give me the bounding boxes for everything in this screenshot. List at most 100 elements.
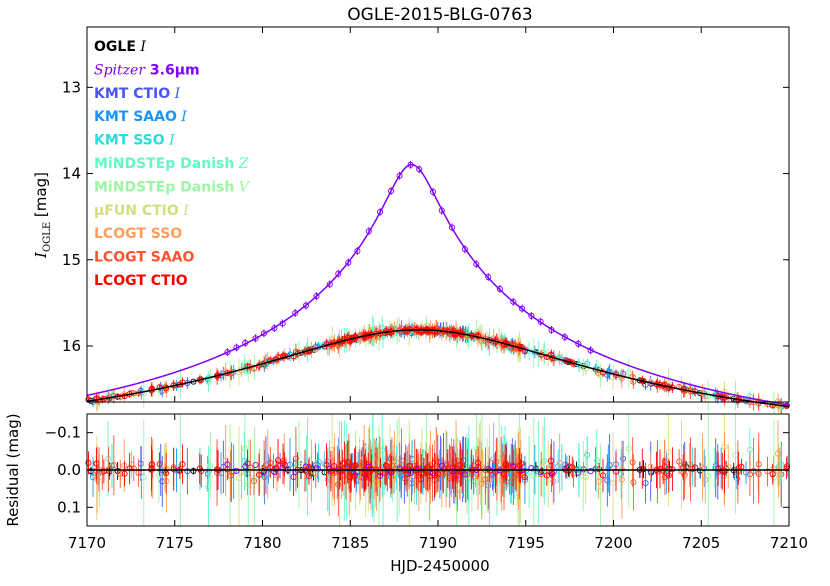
legend-entry-name: MiNDSTEp Danish — [94, 156, 234, 172]
residual-point — [207, 462, 214, 469]
spitzer-point — [519, 305, 526, 312]
light-curve-point — [244, 363, 251, 370]
residual-point — [556, 460, 563, 467]
spitzer-point — [354, 247, 361, 255]
residual-point — [606, 462, 613, 469]
x-tick-label: 7175 — [156, 534, 194, 552]
residual-point — [121, 470, 128, 477]
residual-point — [251, 475, 258, 482]
spitzer-point — [365, 228, 372, 235]
residual-point — [642, 480, 649, 487]
legend-entry-name: OGLE — [94, 39, 136, 55]
residual-point — [205, 483, 212, 490]
legend-entry: MiNDSTEp Danish Z — [94, 156, 249, 172]
spitzer-point — [430, 188, 437, 195]
residual-point — [140, 474, 147, 481]
light-curve-y-tick-label: 13 — [62, 78, 81, 96]
residual-point — [599, 472, 607, 479]
residual-point — [417, 476, 425, 483]
residual-point — [547, 457, 554, 464]
residual-point — [549, 470, 556, 477]
spitzer-point — [252, 335, 259, 342]
legend-entry-name: LCOGT CTIO — [94, 273, 188, 289]
x-tick-label: 7190 — [419, 534, 457, 552]
spitzer-point — [528, 312, 535, 319]
residual-point — [94, 476, 101, 483]
residual-point — [541, 457, 548, 465]
legend-entry: OGLE I — [94, 39, 146, 55]
residual-point — [110, 462, 117, 469]
residual-point — [444, 465, 451, 472]
x-tick-label: 7195 — [507, 534, 545, 552]
residual-point — [733, 475, 741, 482]
spitzer-residual-point — [313, 465, 320, 472]
residual-point — [665, 472, 672, 479]
residual-point — [323, 461, 330, 468]
residual-point — [382, 462, 390, 469]
legend-entry-band: I — [177, 109, 187, 125]
residual-point — [775, 468, 782, 475]
residual-point — [555, 463, 562, 470]
residual-point — [281, 461, 288, 468]
spitzer-residual-point — [354, 468, 361, 475]
spitzer-point — [485, 273, 492, 281]
legend-entry: μFUN CTIO I — [94, 203, 189, 219]
residual-point — [660, 467, 667, 474]
residual-point — [605, 465, 612, 472]
spitzer-point — [387, 187, 395, 194]
residual-point — [179, 461, 186, 468]
residual-point — [356, 461, 363, 468]
spitzer-residual-point — [233, 467, 240, 474]
residual-point — [612, 468, 620, 475]
light-curve-y-tick-label: 14 — [62, 165, 81, 183]
residual-point — [656, 465, 664, 473]
x-axis-label: HJD-2450000 — [390, 557, 489, 575]
residual-point — [518, 460, 525, 467]
light-curve-point — [205, 378, 212, 385]
residual-point — [331, 463, 338, 470]
residual-point — [227, 472, 234, 479]
residual-point — [715, 465, 722, 472]
residual-point — [335, 481, 342, 488]
spitzer-residual-point — [242, 463, 249, 470]
residual-point — [344, 458, 351, 466]
spitzer-residual-point — [302, 463, 309, 470]
ground-model-curve — [86, 329, 790, 408]
residual-point — [592, 465, 599, 472]
residual-point — [105, 455, 112, 462]
legend-entry-band: I — [165, 133, 175, 149]
light-curve-point — [521, 347, 528, 355]
residual-point — [351, 462, 358, 469]
x-tick-label: 7205 — [682, 534, 720, 552]
spitzer-residual-point — [485, 465, 492, 473]
light-curve-marks — [85, 160, 791, 421]
residual-point — [100, 468, 107, 475]
residual-point — [620, 455, 627, 462]
residual-point — [117, 470, 124, 477]
light-curve-point — [93, 395, 100, 402]
spitzer-model-curve — [86, 163, 790, 406]
residual-point — [340, 477, 347, 484]
residual-marks — [85, 414, 791, 526]
residual-point — [419, 456, 426, 463]
residual-point — [582, 474, 589, 481]
spitzer-point — [260, 330, 267, 337]
spitzer-point — [575, 340, 582, 347]
legend-entry: MiNDSTEp Danish V — [94, 179, 251, 195]
residual-point — [274, 457, 282, 464]
residual-point — [241, 445, 248, 452]
spitzer-residual-point — [396, 465, 403, 472]
residual-point — [478, 480, 485, 487]
residual-y-axis-label: Residual (mag) — [4, 413, 22, 526]
residual-point — [530, 473, 537, 480]
light-curve-point — [629, 373, 636, 381]
chart-title: OGLE-2015-BLG-0763 — [347, 5, 532, 25]
spitzer-point — [271, 325, 278, 332]
spitzer-point — [461, 246, 468, 253]
residual-point — [85, 459, 92, 466]
light-curve-y-tick-label: 16 — [62, 337, 81, 355]
residual-point — [353, 477, 360, 484]
residual-point — [630, 479, 637, 486]
residual-point — [222, 457, 229, 464]
